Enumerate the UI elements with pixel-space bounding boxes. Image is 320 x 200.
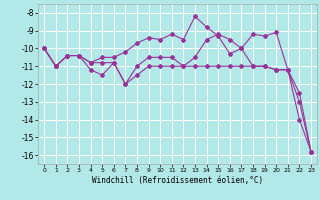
X-axis label: Windchill (Refroidissement éolien,°C): Windchill (Refroidissement éolien,°C) xyxy=(92,176,263,185)
